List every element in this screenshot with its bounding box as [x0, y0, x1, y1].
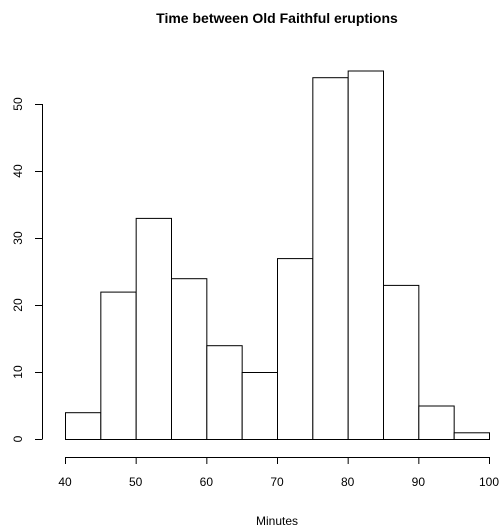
histogram-bar [100, 291, 137, 440]
x-tick-label: 60 [200, 475, 214, 489]
histogram-bar [171, 278, 208, 441]
y-axis: 0 10 20 30 40 50 [11, 97, 43, 442]
y-tick-label: 20 [11, 298, 25, 312]
histogram-bar [312, 77, 349, 440]
histogram-bar [206, 345, 243, 441]
x-tick-label: 80 [341, 475, 355, 489]
histogram-bar [453, 432, 490, 440]
histogram-bar [418, 405, 455, 440]
histogram-bar [135, 217, 173, 440]
y-tick-label: 40 [11, 164, 25, 178]
x-tick-label: 100 [479, 475, 499, 489]
chart-title: Time between Old Faithful eruptions [156, 10, 398, 26]
bars-group [65, 70, 490, 441]
x-tick-label: 90 [412, 475, 426, 489]
histogram-bar [383, 284, 420, 440]
y-tick-label: 10 [11, 365, 25, 379]
x-tick-label: 40 [58, 475, 72, 489]
histogram-bar [241, 372, 279, 440]
x-axis-label: Minutes [256, 514, 298, 528]
x-tick-label: 50 [129, 475, 143, 489]
histogram-bar [347, 70, 384, 440]
x-axis: 40 50 60 70 80 90 100 [58, 457, 499, 489]
x-tick-label: 70 [270, 475, 284, 489]
histogram-bar [277, 258, 314, 440]
y-tick-label: 50 [11, 97, 25, 111]
y-tick-label: 0 [11, 435, 25, 442]
histogram-bar [65, 412, 102, 441]
y-tick-label: 30 [11, 231, 25, 245]
